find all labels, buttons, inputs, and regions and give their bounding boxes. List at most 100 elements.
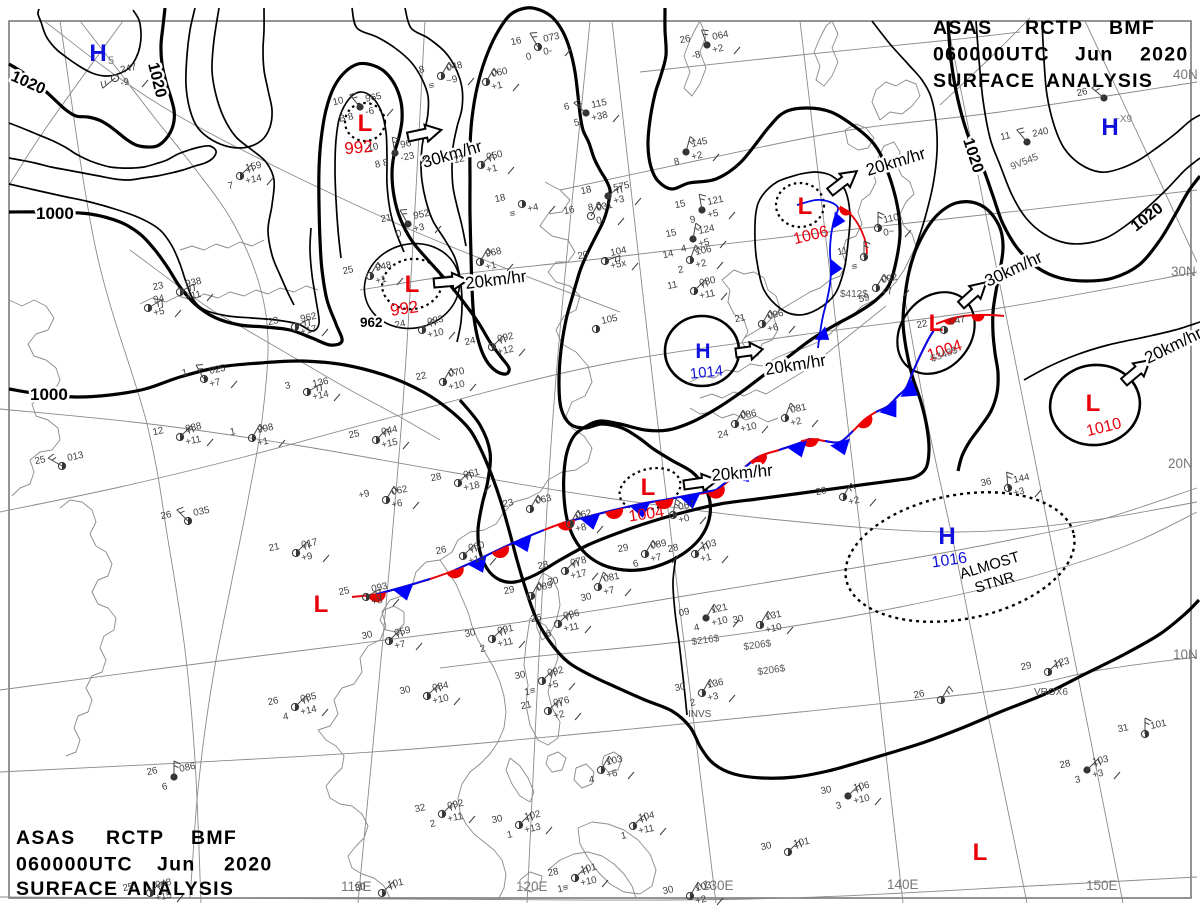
svg-text:106: 106 [694, 244, 713, 258]
svg-text:+10: +10 [852, 793, 871, 807]
svg-text:968: 968 [484, 246, 503, 260]
svg-text:+17: +17 [299, 324, 318, 338]
svg-text:09: 09 [678, 606, 691, 619]
svg-text:$412$: $412$ [840, 289, 868, 300]
svg-text:+10: +10 [426, 327, 445, 341]
svg-text:103: 103 [694, 880, 713, 894]
svg-text:30: 30 [491, 813, 504, 826]
svg-text:Jun: Jun [1075, 44, 1114, 66]
svg-text:+5: +5 [697, 237, 711, 250]
svg-text:+11: +11 [562, 621, 580, 635]
svg-text:101: 101 [579, 862, 597, 876]
svg-text:+9: +9 [357, 488, 370, 501]
svg-text:28: 28 [1059, 758, 1072, 771]
svg-text:23: 23 [502, 497, 515, 510]
svg-text:21: 21 [268, 541, 281, 554]
svg-text:081: 081 [602, 571, 620, 585]
svg-text:8 6: 8 6 [587, 200, 603, 214]
svg-text:063: 063 [534, 493, 553, 507]
svg-text:+5: +5 [546, 679, 560, 692]
svg-text:23: 23 [267, 315, 280, 328]
svg-text:1≡: 1≡ [523, 685, 536, 698]
svg-text:998: 998 [256, 422, 275, 436]
svg-text:048: 048 [445, 60, 464, 74]
svg-text:+2: +2 [847, 495, 860, 508]
svg-text:30: 30 [732, 613, 745, 626]
svg-text:26: 26 [530, 612, 543, 625]
svg-text:+3: +3 [412, 222, 426, 235]
svg-text:3: 3 [1074, 774, 1082, 786]
svg-text:10: 10 [367, 141, 380, 154]
svg-text:31: 31 [1117, 722, 1130, 735]
svg-text:ANALYSIS: ANALYSIS [1046, 70, 1153, 92]
svg-text:12: 12 [453, 153, 466, 166]
svg-text:$216$: $216$ [691, 633, 721, 648]
svg-text:L: L [929, 310, 944, 337]
svg-text:$206$: $206$ [757, 663, 787, 678]
svg-text:20: 20 [815, 485, 828, 498]
svg-text:SURFACE: SURFACE [16, 878, 118, 900]
svg-text:4: 4 [588, 774, 596, 786]
svg-text:+11: +11 [446, 811, 464, 825]
svg-text:+13: +13 [523, 822, 542, 836]
svg-text:+2: +2 [552, 709, 565, 722]
svg-text:103: 103 [699, 538, 718, 552]
svg-text:2: 2 [677, 264, 685, 276]
svg-text:~X9: ~X9 [1114, 114, 1133, 125]
svg-text:078: 078 [569, 555, 588, 569]
svg-text:+6: +6 [605, 768, 619, 781]
svg-text:2: 2 [689, 697, 697, 709]
svg-text:+10: +10 [579, 875, 598, 889]
svg-text:084: 084 [431, 680, 450, 694]
svg-text:0-: 0- [595, 214, 606, 227]
svg-text:952: 952 [412, 208, 430, 222]
svg-text:6: 6 [563, 101, 571, 113]
svg-text:RCTP: RCTP [1025, 17, 1083, 39]
svg-text:+10: +10 [764, 622, 783, 636]
svg-text:059: 059 [393, 625, 411, 639]
svg-text:073: 073 [542, 31, 561, 45]
svg-text:30: 30 [354, 881, 367, 894]
svg-text:21: 21 [380, 212, 393, 225]
svg-text:H: H [938, 523, 955, 550]
svg-text:9: 9 [689, 214, 697, 226]
svg-text:+14: +14 [244, 173, 263, 187]
svg-text:102: 102 [523, 809, 541, 823]
svg-text:2020: 2020 [224, 854, 273, 876]
svg-text:26: 26 [160, 509, 173, 522]
svg-text:0~: 0~ [882, 226, 895, 239]
svg-text:SURFACE: SURFACE [933, 70, 1035, 92]
svg-text:23: 23 [152, 280, 165, 293]
svg-text:26: 26 [1076, 86, 1089, 99]
svg-text:4: 4 [693, 622, 701, 634]
svg-text:106: 106 [852, 780, 871, 794]
svg-text:1004: 1004 [628, 504, 666, 526]
svg-text:124: 124 [697, 223, 716, 237]
svg-text:L: L [641, 474, 656, 501]
svg-text:RCTP: RCTP [106, 827, 164, 849]
svg-text:22: 22 [916, 318, 929, 331]
svg-text:105: 105 [600, 313, 619, 327]
svg-text:101: 101 [386, 877, 404, 891]
svg-text:+18: +18 [462, 480, 481, 494]
svg-text:40N: 40N [1173, 67, 1198, 82]
svg-text:+5: +5 [706, 208, 720, 221]
svg-text:1: 1 [181, 367, 189, 379]
svg-text:091: 091 [496, 623, 514, 637]
svg-text:15: 15 [665, 227, 678, 240]
svg-text:092: 092 [446, 798, 464, 812]
svg-text:+2: +2 [694, 258, 707, 271]
svg-text:30: 30 [361, 629, 374, 642]
svg-text:+10: +10 [431, 693, 450, 707]
svg-text:5: 5 [108, 55, 114, 67]
svg-text:+3: +3 [706, 691, 720, 704]
svg-text:26: 26 [435, 544, 448, 557]
svg-text:144: 144 [1012, 472, 1031, 486]
svg-text:26: 26 [267, 695, 280, 708]
svg-text:1: 1 [620, 830, 628, 842]
svg-text:1000: 1000 [36, 204, 74, 223]
svg-text:0-: 0- [542, 45, 553, 58]
svg-text:12: 12 [152, 425, 165, 438]
svg-text:1000: 1000 [30, 385, 68, 404]
svg-text:+9: +9 [300, 551, 313, 564]
